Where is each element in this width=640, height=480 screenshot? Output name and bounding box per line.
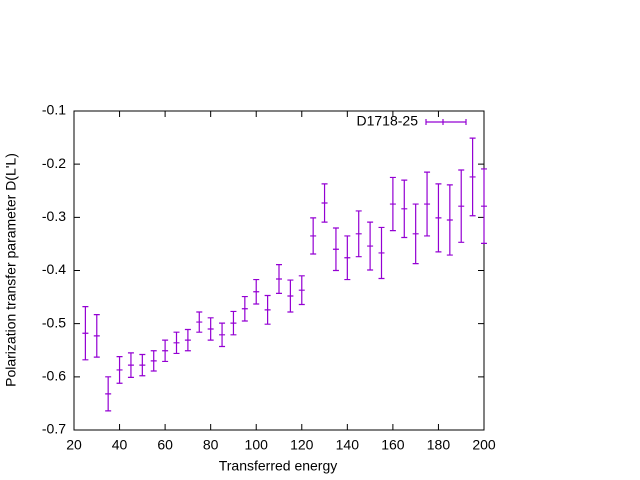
x-tick-label: 60 (157, 437, 173, 453)
error-bar (389, 176, 396, 232)
y-tick-label: -0.2 (42, 155, 66, 171)
error-bar (264, 294, 271, 325)
error-bar (93, 314, 100, 358)
error-bar (127, 352, 134, 378)
error-bar (230, 310, 237, 336)
y-axis-label: Polarization transfer parameter D(L'L) (3, 153, 19, 387)
error-bar (287, 279, 294, 313)
x-tick-label: 80 (203, 437, 219, 453)
y-tick-label: -0.6 (42, 368, 66, 384)
error-bar (367, 221, 374, 271)
x-tick-label: 100 (245, 437, 269, 453)
x-axis-label: Transferred energy (219, 458, 338, 474)
error-bar (378, 226, 385, 280)
x-tick-label: 180 (427, 437, 451, 453)
x-tick-label: 40 (112, 437, 128, 453)
error-bar (116, 356, 123, 384)
error-bar (321, 183, 328, 223)
x-tick-label: 140 (336, 437, 360, 453)
error-bar (424, 171, 431, 237)
error-bar (344, 235, 351, 281)
error-bar (401, 179, 408, 239)
error-bar (469, 137, 476, 217)
legend-symbol (425, 119, 467, 125)
error-bar (241, 295, 248, 322)
error-bar (481, 168, 487, 244)
x-tick-label: 20 (66, 437, 82, 453)
error-bar (310, 217, 317, 255)
error-bar (219, 322, 226, 348)
error-bar (298, 275, 305, 306)
error-bar (207, 317, 214, 341)
error-bar (412, 203, 419, 265)
error-bar (150, 350, 157, 372)
x-tick-label: 160 (381, 437, 405, 453)
y-tick-label: -0.7 (42, 421, 66, 437)
error-bar (355, 210, 362, 258)
y-tick-label: -0.3 (42, 208, 66, 224)
error-bar (162, 339, 169, 363)
y-tick-label: -0.5 (42, 314, 66, 330)
error-bar (82, 306, 89, 361)
error-bar (276, 264, 282, 294)
y-tick-label: -0.1 (42, 102, 66, 118)
error-bar (332, 227, 339, 272)
error-bar (446, 184, 453, 256)
error-bar (139, 353, 146, 377)
error-bar (253, 278, 260, 305)
error-bar (173, 331, 180, 355)
y-tick-label: -0.4 (42, 261, 66, 277)
error-bar (458, 169, 465, 243)
error-bar (184, 328, 191, 352)
x-tick-label: 200 (472, 437, 496, 453)
error-bar (435, 183, 442, 253)
error-bar (196, 311, 203, 333)
x-tick-label: 120 (290, 437, 314, 453)
error-bar (105, 376, 112, 412)
legend-label: D1718-25 (357, 113, 419, 129)
